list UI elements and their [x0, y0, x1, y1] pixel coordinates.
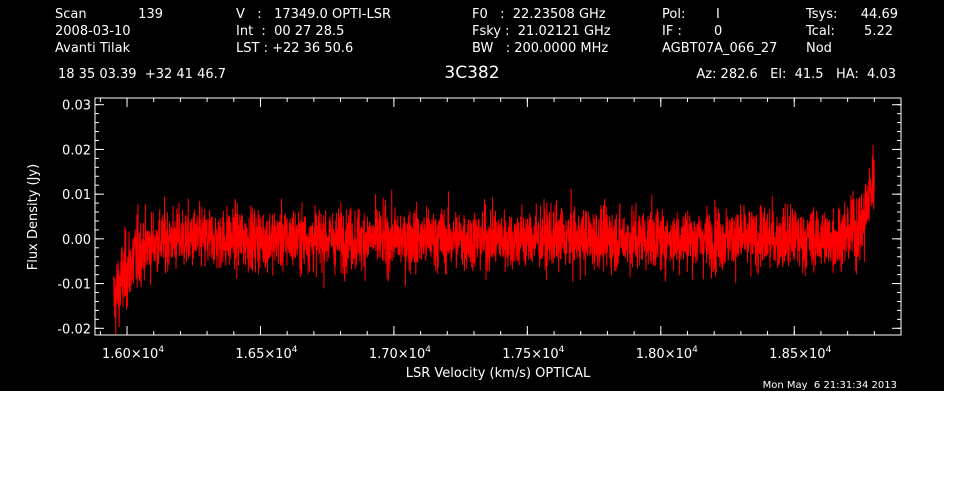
header-tsys-label: Tsys:	[805, 7, 837, 22]
y-tick-label: 0.03	[62, 99, 91, 114]
x-tick-mantissa: 1.60×10	[102, 347, 158, 362]
header-if-label: IF :	[662, 24, 682, 39]
header-coordinates: 18 35 03.39 +32 41 46.7	[58, 67, 226, 82]
x-tick-label: 1.85×104	[769, 345, 831, 362]
header-block: Scan 139 2008-03-10 Avanti Tilak V : 173…	[55, 7, 898, 83]
y-tick-label: 0.02	[62, 143, 91, 158]
spectrum-plot: Scan 139 2008-03-10 Avanti Tilak V : 173…	[26, 7, 902, 391]
x-tick-exponent: 4	[425, 345, 431, 355]
header-pol-label: Pol:	[662, 7, 685, 22]
header-sky-freq: Fsky : 21.02121 GHz	[472, 24, 611, 39]
x-tick-label: 1.80×104	[636, 345, 698, 362]
x-tick-label: 1.65×104	[235, 345, 297, 362]
header-velocity: V : 17349.0 OPTI-LSR	[236, 7, 391, 22]
y-tick-label: 0.01	[62, 188, 91, 203]
header-tcal-label: Tcal:	[805, 24, 835, 39]
y-tick-label: -0.02	[57, 322, 91, 337]
y-axis: 0.03 0.02 0.01 0.00 -0.01 -0.02	[57, 99, 901, 337]
header-tcal-value: 5.22	[864, 24, 893, 39]
x-axis-label: LSR Velocity (km/s) OPTICAL	[406, 366, 591, 381]
x-tick-mantissa: 1.85×10	[769, 347, 825, 362]
x-tick-exponent: 4	[158, 345, 164, 355]
header-scan-value: 139	[138, 7, 163, 22]
footer-timestamp: Mon May 6 21:31:34 2013	[763, 380, 897, 391]
plot-frame	[94, 97, 902, 336]
x-axis: 1.60×104 1.65×104 1.70×104 1.75×104 1.80×104…	[99, 98, 902, 362]
header-observer: Avanti Tilak	[55, 41, 131, 56]
spectrum-trace-layer	[113, 144, 875, 334]
header-pol-value: I	[716, 7, 720, 22]
header-project: AGBT07A_066_27	[662, 41, 777, 56]
x-tick-label: 1.70×104	[369, 345, 431, 362]
x-tick-mantissa: 1.80×10	[636, 347, 692, 362]
x-tick-mantissa: 1.75×10	[502, 347, 558, 362]
x-tick-mantissa: 1.70×10	[369, 347, 425, 362]
header-mode: Nod	[806, 41, 832, 56]
header-date: 2008-03-10	[55, 24, 131, 39]
x-tick-exponent: 4	[826, 345, 832, 355]
x-tick-exponent: 4	[692, 345, 698, 355]
x-tick-label: 1.75×104	[502, 345, 564, 362]
y-tick-label: 0.00	[62, 233, 91, 248]
header-tsys-value: 44.69	[861, 7, 898, 22]
header-az-el-ha: Az: 282.6 El: 41.5 HA: 4.03	[696, 67, 896, 82]
x-tick-mantissa: 1.65×10	[235, 347, 291, 362]
y-axis-label: Flux Density (Jy)	[26, 164, 41, 270]
chart-title: 3C382	[444, 63, 499, 83]
header-integration: Int : 00 27 28.5	[236, 24, 344, 39]
header-lst: LST : +22 36 50.6	[236, 41, 353, 56]
x-tick-exponent: 4	[559, 345, 565, 355]
header-if-value: 0	[714, 24, 722, 39]
header-scan-label: Scan	[55, 7, 87, 22]
x-tick-exponent: 4	[292, 345, 298, 355]
header-bandwidth: BW : 200.0000 MHz	[472, 41, 608, 56]
x-tick-label: 1.60×104	[102, 345, 164, 362]
spectrum-plot-panel: Scan 139 2008-03-10 Avanti Tilak V : 173…	[0, 0, 944, 391]
header-rest-freq: F0 : 22.23508 GHz	[472, 7, 606, 22]
spectrum-series-line	[113, 144, 875, 334]
y-tick-label: -0.01	[57, 278, 91, 293]
